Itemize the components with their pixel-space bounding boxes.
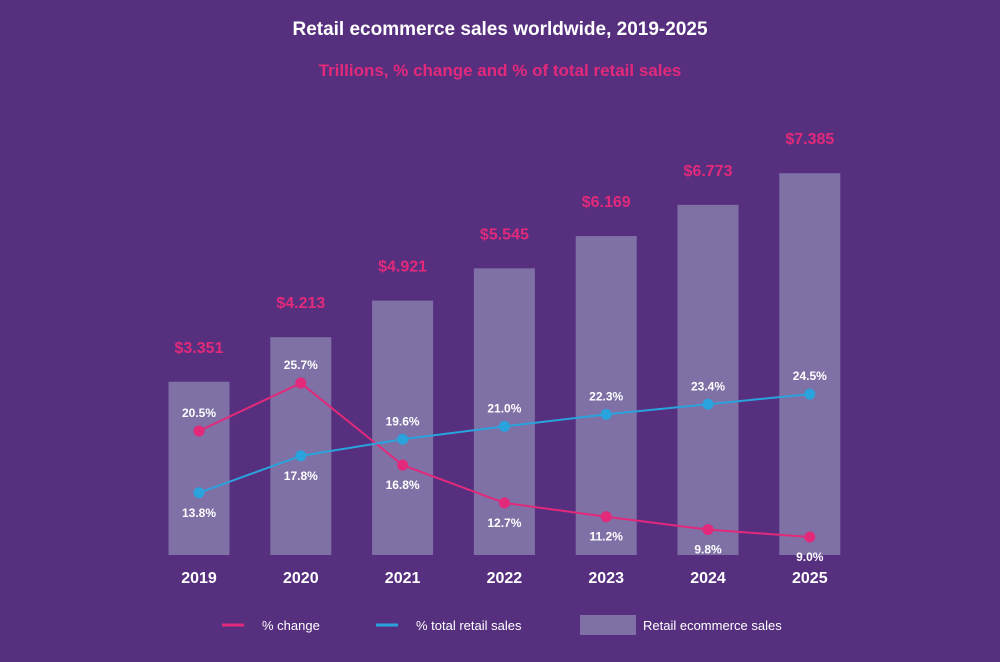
pct-change-point <box>702 524 714 536</box>
legend-label-ecommerce-sales: Retail ecommerce sales <box>643 618 782 633</box>
legend-label-pct-change: % change <box>262 618 320 633</box>
pct-total-label: 19.6% <box>386 414 420 428</box>
pct-change-label: 20.5% <box>182 406 216 420</box>
chart-subtitle: Trillions, % change and % of total retai… <box>318 61 682 80</box>
bar-value-label: $3.351 <box>175 340 224 357</box>
bar-value-label: $7.385 <box>785 131 834 148</box>
bar-2020 <box>270 337 332 555</box>
pct-total-point <box>193 487 205 499</box>
pct-change-point <box>193 425 205 437</box>
bar-2021 <box>372 300 434 555</box>
pct-total-point <box>397 433 409 445</box>
legend-swatch-ecommerce-sales <box>580 615 636 635</box>
pct-total-label: 22.3% <box>589 389 623 403</box>
chart-title: Retail ecommerce sales worldwide, 2019-2… <box>292 19 708 40</box>
pct-total-point <box>600 408 612 420</box>
legend-label-pct-total: % total retail sales <box>416 618 522 633</box>
pct-total-label: 21.0% <box>487 401 521 415</box>
x-tick-label: 2019 <box>181 570 217 587</box>
bar-value-label: $6.169 <box>582 194 631 211</box>
x-tick-label: 2023 <box>588 570 624 587</box>
x-tick-label: 2021 <box>385 570 421 587</box>
bar-value-label: $4.921 <box>378 259 427 276</box>
bar-value-label: $6.773 <box>684 163 733 180</box>
pct-total-point <box>702 398 714 410</box>
bar-2023 <box>575 236 637 556</box>
x-tick-label: 2022 <box>487 570 523 587</box>
pct-change-point <box>600 511 612 523</box>
pct-change-point <box>498 497 510 509</box>
pct-total-label: 23.4% <box>691 379 725 393</box>
bar-2024 <box>677 204 739 555</box>
x-tick-label: 2020 <box>283 570 319 587</box>
bar-value-label: $5.545 <box>480 226 529 243</box>
pct-change-label: 16.8% <box>386 478 420 492</box>
pct-change-label: 11.2% <box>590 530 624 544</box>
pct-total-point <box>804 388 816 400</box>
pct-change-point <box>397 459 409 471</box>
pct-total-point <box>295 450 307 462</box>
pct-change-label: 9.8% <box>694 543 722 557</box>
pct-total-label: 17.8% <box>284 469 318 483</box>
bar-2025 <box>779 173 841 555</box>
x-tick-label: 2024 <box>690 570 726 587</box>
pct-total-label: 24.5% <box>793 369 827 383</box>
x-tick-label: 2025 <box>792 570 828 587</box>
pct-change-label: 25.7% <box>284 358 318 372</box>
pct-total-label: 13.8% <box>182 506 216 520</box>
pct-total-point <box>498 420 510 432</box>
bar-value-label: $4.213 <box>276 295 325 312</box>
pct-change-label: 12.7% <box>487 516 521 530</box>
pct-change-point <box>295 377 307 389</box>
pct-change-point <box>804 531 816 543</box>
pct-change-label: 9.0% <box>796 550 824 564</box>
bar-2019 <box>168 381 230 555</box>
